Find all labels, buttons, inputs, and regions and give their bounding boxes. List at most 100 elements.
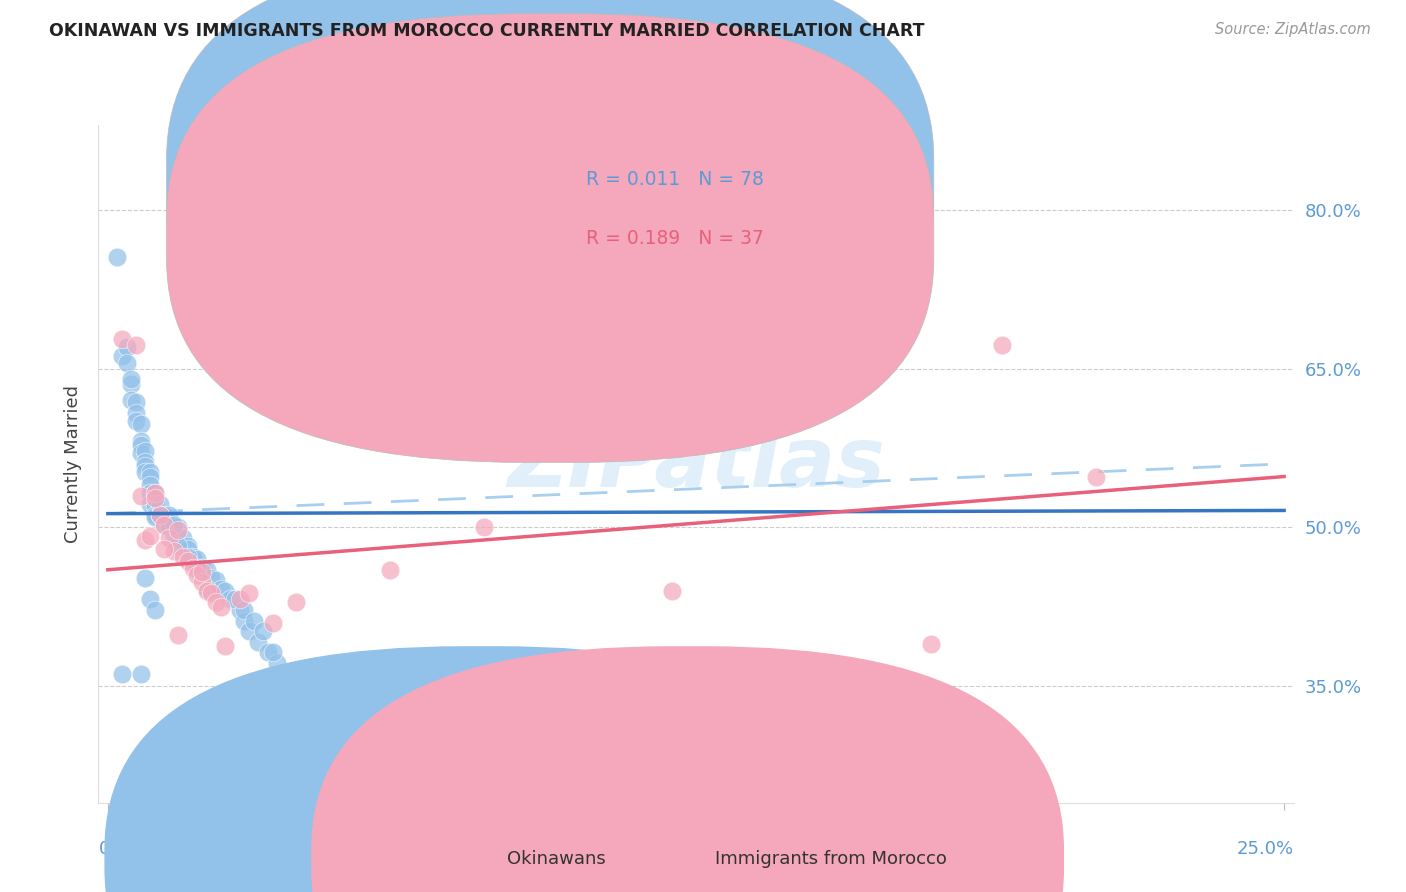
- Point: [134, 444, 156, 458]
- Text: R = 0.189   N = 37: R = 0.189 N = 37: [586, 228, 763, 248]
- Point: [153, 508, 176, 522]
- Point: [228, 603, 250, 617]
- Point: [186, 560, 208, 574]
- Text: Okinawans: Okinawans: [508, 850, 606, 868]
- Point: [157, 531, 180, 545]
- Point: [472, 520, 495, 534]
- Point: [163, 529, 186, 543]
- Point: [177, 549, 200, 565]
- Point: [167, 520, 190, 534]
- Point: [143, 486, 166, 500]
- Point: [285, 666, 308, 681]
- Point: [209, 582, 232, 596]
- Point: [228, 592, 250, 607]
- Point: [111, 349, 134, 363]
- Point: [567, 700, 589, 714]
- Point: [129, 417, 152, 431]
- Point: [143, 500, 166, 514]
- Point: [181, 552, 204, 566]
- Point: [233, 614, 256, 628]
- Point: [205, 594, 228, 608]
- Point: [157, 518, 180, 533]
- Point: [200, 571, 222, 585]
- Point: [167, 523, 190, 537]
- Point: [195, 584, 218, 599]
- Point: [294, 677, 316, 691]
- Point: [120, 372, 142, 386]
- FancyBboxPatch shape: [311, 646, 1064, 892]
- Point: [276, 666, 298, 681]
- FancyBboxPatch shape: [166, 13, 934, 462]
- Point: [149, 497, 172, 511]
- Point: [242, 614, 264, 628]
- Point: [238, 586, 260, 600]
- Point: [191, 560, 214, 574]
- Point: [143, 603, 166, 617]
- Point: [149, 508, 172, 522]
- Point: [111, 666, 134, 681]
- Point: [920, 637, 942, 651]
- Point: [129, 446, 152, 460]
- Text: ZIPatlas: ZIPatlas: [508, 424, 884, 504]
- Point: [181, 549, 204, 565]
- Point: [181, 560, 204, 574]
- Point: [167, 540, 190, 554]
- Point: [177, 554, 200, 568]
- Point: [143, 509, 166, 524]
- Point: [129, 489, 152, 503]
- Point: [115, 356, 138, 370]
- Point: [120, 377, 142, 392]
- Point: [129, 434, 152, 448]
- Point: [191, 565, 214, 579]
- Point: [125, 415, 148, 429]
- Text: Immigrants from Morocco: Immigrants from Morocco: [716, 850, 948, 868]
- Point: [139, 497, 162, 511]
- Point: [991, 338, 1014, 352]
- Point: [247, 635, 270, 649]
- Point: [172, 531, 194, 545]
- Point: [177, 541, 200, 556]
- Point: [143, 497, 166, 511]
- FancyBboxPatch shape: [166, 0, 934, 404]
- Point: [266, 656, 288, 670]
- Point: [125, 338, 148, 352]
- Point: [219, 592, 242, 607]
- Point: [139, 592, 162, 607]
- Point: [105, 250, 128, 264]
- Point: [120, 393, 142, 408]
- Point: [1084, 469, 1107, 483]
- Point: [149, 508, 172, 522]
- FancyBboxPatch shape: [510, 138, 882, 274]
- Point: [134, 466, 156, 480]
- Point: [125, 406, 148, 420]
- Point: [233, 603, 256, 617]
- Text: 25.0%: 25.0%: [1236, 840, 1294, 858]
- Point: [186, 568, 208, 582]
- Text: R = 0.011   N = 78: R = 0.011 N = 78: [586, 170, 763, 189]
- Point: [115, 340, 138, 354]
- Point: [129, 666, 152, 681]
- Point: [661, 584, 683, 599]
- Point: [191, 575, 214, 590]
- Point: [195, 563, 218, 577]
- Point: [256, 645, 278, 659]
- Point: [134, 571, 156, 585]
- Point: [134, 455, 156, 469]
- Point: [214, 639, 236, 653]
- Point: [149, 508, 172, 522]
- Point: [262, 645, 284, 659]
- Point: [125, 395, 148, 409]
- Text: 0.0%: 0.0%: [98, 840, 143, 858]
- Point: [143, 486, 166, 500]
- Point: [134, 458, 156, 473]
- Point: [153, 541, 176, 556]
- Point: [167, 628, 190, 642]
- Point: [163, 543, 186, 558]
- Point: [285, 594, 308, 608]
- Point: [139, 486, 162, 500]
- Point: [139, 466, 162, 480]
- Point: [157, 520, 180, 534]
- Point: [134, 533, 156, 548]
- Point: [153, 518, 176, 533]
- Point: [167, 531, 190, 545]
